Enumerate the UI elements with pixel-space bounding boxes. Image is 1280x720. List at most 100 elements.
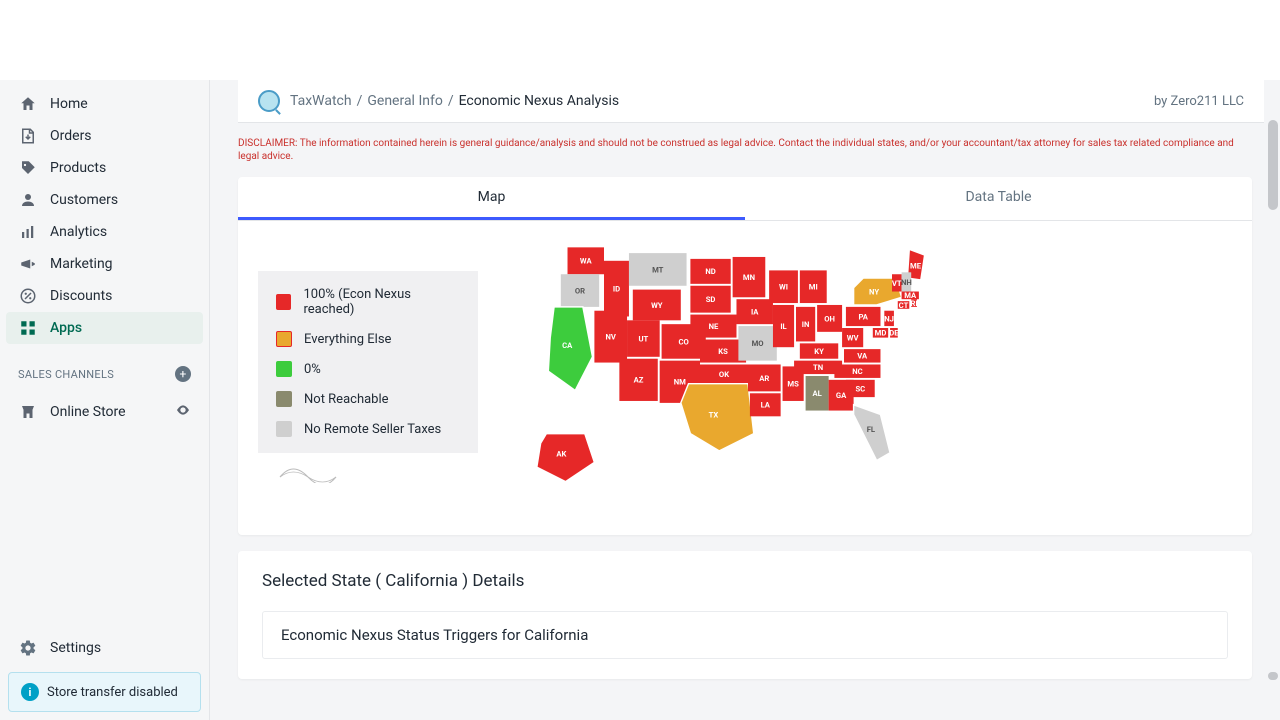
state-label-PA: PA — [858, 312, 868, 321]
state-label-MS: MS — [787, 380, 799, 389]
tab-map[interactable]: Map — [238, 177, 745, 220]
eye-icon[interactable] — [175, 402, 191, 422]
byline: by Zero211 LLC — [1154, 94, 1244, 109]
bars-icon — [18, 222, 38, 242]
state-label-OK: OK — [719, 370, 729, 379]
settings-button[interactable]: Settings — [0, 632, 209, 664]
state-label-RI: RI — [910, 299, 917, 308]
apps-icon — [18, 318, 38, 338]
state-label-VA: VA — [857, 352, 868, 361]
disclaimer-text: DISCLAIMER: The information contained he… — [238, 137, 1252, 163]
state-label-MO: MO — [752, 339, 764, 348]
state-label-MT: MT — [652, 265, 664, 274]
store-icon — [18, 402, 38, 422]
state-label-SC: SC — [855, 384, 865, 393]
legend-swatch — [276, 391, 292, 407]
state-label-GA: GA — [836, 391, 847, 400]
state-label-SD: SD — [706, 295, 716, 304]
legend-label: Not Reachable — [304, 392, 389, 407]
state-label-NV: NV — [606, 333, 616, 342]
state-label-WI: WI — [779, 283, 788, 292]
legend-item: 100% (Econ Nexus reached) — [276, 287, 460, 317]
app-logo-icon — [258, 90, 280, 112]
sidebar-item-label: Home — [50, 96, 88, 112]
state-label-CT: CT — [899, 301, 909, 310]
state-label-IA: IA — [751, 308, 759, 317]
sidebar-item-home[interactable]: Home — [0, 88, 209, 120]
us-map[interactable]: WAORCAIDNVMTWYUTAZCONMNDSDNEKSOKTXMNIAMO… — [508, 241, 1232, 515]
breadcrumb-current: Economic Nexus Analysis — [459, 93, 619, 109]
state-label-TN: TN — [813, 363, 823, 372]
sidebar-item-orders[interactable]: Orders — [0, 120, 209, 152]
sidebar-channel-online-store[interactable]: Online Store — [0, 396, 209, 428]
sidebar-item-discounts[interactable]: Discounts — [0, 280, 209, 312]
breadcrumb: TaxWatch / General Info / Economic Nexus… — [258, 90, 619, 112]
state-label-ND: ND — [705, 267, 715, 276]
legend-item: Everything Else — [276, 331, 460, 347]
sidebar-item-label: Discounts — [50, 288, 112, 304]
add-channel-icon[interactable]: + — [175, 366, 191, 382]
orders-icon — [18, 126, 38, 146]
sidebar-item-analytics[interactable]: Analytics — [0, 216, 209, 248]
person-icon — [18, 190, 38, 210]
sidebar-item-marketing[interactable]: Marketing — [0, 248, 209, 280]
breadcrumb-part[interactable]: TaxWatch — [290, 93, 352, 109]
state-label-CO: CO — [679, 337, 689, 346]
state-label-MI: MI — [809, 283, 818, 292]
legend-swatch — [276, 294, 291, 310]
state-label-IL: IL — [780, 322, 786, 331]
gear-icon — [18, 638, 38, 658]
info-icon: i — [21, 683, 39, 701]
legend-label: Everything Else — [304, 332, 391, 347]
sidebar-item-label: Customers — [50, 192, 118, 208]
legend-item: 0% — [276, 361, 460, 377]
sidebar-item-apps[interactable]: Apps — [6, 312, 203, 344]
home-icon — [18, 94, 38, 114]
state-label-NC: NC — [852, 367, 862, 376]
sidebar-item-label: Products — [50, 160, 106, 176]
scrollbar-thumb[interactable] — [1268, 120, 1278, 210]
state-label-WA: WA — [580, 257, 593, 266]
sidebar-item-products[interactable]: Products — [0, 152, 209, 184]
sidebar-item-label: Apps — [50, 320, 82, 336]
legend-label: 100% (Econ Nexus reached) — [303, 287, 460, 317]
settings-label: Settings — [50, 640, 101, 656]
state-label-NE: NE — [709, 322, 719, 331]
state-label-OH: OH — [824, 314, 835, 323]
sidebar-item-label: Marketing — [50, 256, 113, 272]
state-label-OR: OR — [575, 286, 585, 295]
state-label-DE: DE — [889, 329, 899, 338]
topbar: TaxWatch / General Info / Economic Nexus… — [238, 80, 1264, 123]
tag-icon — [18, 158, 38, 178]
sidebar-item-customers[interactable]: Customers — [0, 184, 209, 216]
map-card: Map Data Table 100% (Econ Nexus reached)… — [238, 177, 1252, 535]
map-legend: 100% (Econ Nexus reached) Everything Else… — [258, 271, 478, 453]
state-label-KY: KY — [814, 347, 824, 356]
store-transfer-banner[interactable]: i Store transfer disabled — [8, 672, 201, 712]
legend-swatch — [276, 361, 292, 377]
legend-swatch — [276, 331, 292, 347]
state-label-WY: WY — [651, 301, 663, 310]
legend-item: No Remote Seller Taxes — [276, 421, 460, 437]
state-label-MD: MD — [875, 329, 887, 338]
state-label-NJ: NJ — [884, 314, 894, 323]
state-label-ID: ID — [613, 285, 620, 294]
detail-title: Selected State ( California ) Details — [262, 571, 1228, 591]
state-label-AZ: AZ — [634, 376, 644, 385]
discount-icon — [18, 286, 38, 306]
scrollbar-thumb[interactable] — [1268, 672, 1278, 680]
state-label-AL: AL — [812, 389, 821, 398]
legend-label: 0% — [304, 362, 321, 377]
megaphone-icon — [18, 254, 38, 274]
tabs: Map Data Table — [238, 177, 1252, 221]
state-label-IN: IN — [802, 320, 810, 329]
state-label-LA: LA — [761, 401, 771, 410]
sales-channels-header: SALES CHANNELS + — [0, 352, 209, 388]
sidebar-item-label: Orders — [50, 128, 92, 144]
breadcrumb-part[interactable]: General Info — [367, 93, 442, 109]
tab-data-table[interactable]: Data Table — [745, 177, 1252, 220]
detail-subtitle: Economic Nexus Status Triggers for Calif… — [262, 611, 1228, 659]
wave-icon — [278, 459, 338, 483]
sidebar-item-label: Analytics — [50, 224, 107, 240]
legend-swatch — [276, 421, 292, 437]
